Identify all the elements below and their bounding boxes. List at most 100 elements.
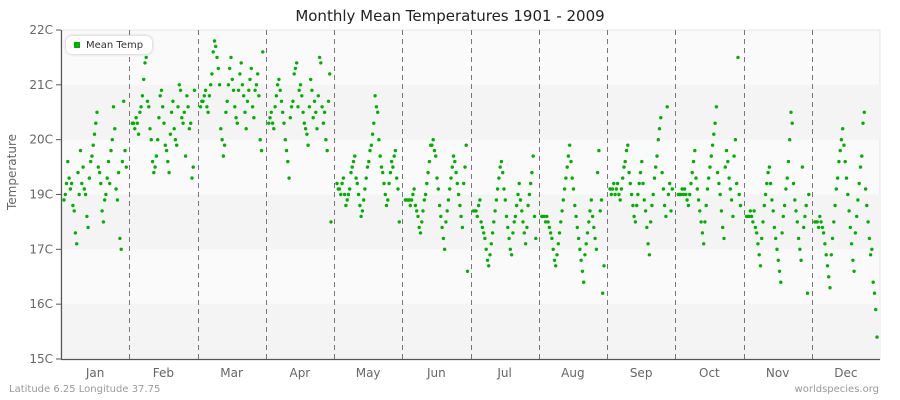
data-point: [849, 242, 854, 246]
data-point: [590, 214, 595, 219]
data-point: [682, 187, 687, 191]
data-point: [411, 192, 415, 197]
data-point: [325, 148, 329, 153]
data-point: [571, 187, 576, 191]
data-point: [511, 231, 515, 235]
data-point: [846, 192, 850, 197]
data-point: [91, 143, 95, 147]
data-point: [321, 121, 326, 125]
data-point: [140, 94, 145, 98]
data-point: [871, 280, 875, 284]
data-point: [875, 335, 879, 339]
data-point: [77, 192, 81, 197]
data-point: [504, 214, 509, 219]
data-point: [715, 170, 720, 175]
data-point: [455, 181, 459, 186]
data-point: [103, 198, 107, 202]
data-point: [821, 231, 826, 235]
data-point: [440, 225, 444, 230]
data-point: [748, 209, 752, 213]
data-point: [131, 121, 136, 125]
data-point: [101, 220, 106, 224]
data-point: [293, 66, 298, 71]
data-point: [608, 187, 612, 191]
data-point: [689, 181, 693, 186]
data-point: [824, 253, 828, 257]
data-point: [490, 231, 495, 235]
data-point: [585, 231, 590, 235]
data-point: [259, 148, 264, 153]
data-point: [372, 121, 376, 125]
data-point: [284, 148, 289, 153]
data-point: [499, 159, 504, 164]
data-point: [828, 286, 832, 290]
data-point: [844, 176, 849, 180]
data-point: [301, 110, 305, 115]
data-point: [729, 198, 734, 202]
data-point: [493, 209, 497, 213]
data-point: [85, 214, 89, 219]
data-point: [242, 94, 246, 98]
source-caption: worldspecies.org: [794, 384, 879, 395]
data-point: [579, 258, 583, 262]
data-point: [516, 192, 520, 197]
x-tick-label: Apr: [289, 366, 310, 380]
x-tick-label: Nov: [766, 366, 789, 380]
data-point: [710, 143, 715, 147]
data-point: [480, 225, 485, 230]
data-point: [143, 61, 147, 65]
data-point: [615, 181, 620, 186]
data-point: [353, 154, 357, 158]
data-point: [560, 209, 564, 213]
data-point: [753, 225, 758, 230]
data-point: [448, 187, 452, 191]
data-point: [838, 148, 842, 153]
data-point: [775, 247, 779, 251]
data-point: [794, 209, 798, 213]
data-point: [181, 121, 185, 125]
data-point: [704, 203, 708, 208]
data-point: [771, 209, 775, 213]
data-point: [502, 187, 506, 191]
data-point: [391, 165, 395, 169]
data-point: [86, 225, 90, 230]
data-point: [867, 236, 872, 241]
data-point: [574, 214, 578, 219]
data-point: [413, 203, 418, 208]
data-point: [758, 264, 763, 268]
data-point: [138, 110, 142, 115]
data-point: [860, 154, 864, 158]
y-axis-label: Temperature: [5, 133, 19, 210]
data-point: [863, 187, 868, 191]
data-point: [855, 214, 859, 219]
data-point: [593, 236, 597, 241]
axes: [60, 30, 880, 361]
data-point: [236, 88, 241, 93]
data-point: [847, 209, 851, 213]
data-point: [243, 110, 247, 115]
data-point: [337, 187, 342, 191]
data-point: [458, 203, 462, 208]
data-point: [784, 187, 788, 191]
data-point: [161, 105, 165, 109]
data-point: [123, 148, 127, 153]
data-point: [587, 220, 591, 224]
data-point: [852, 269, 856, 273]
data-point: [476, 203, 481, 208]
data-point: [168, 132, 173, 136]
data-point: [198, 105, 203, 109]
data-point: [570, 176, 574, 180]
data-point: [106, 159, 111, 164]
data-point: [250, 105, 255, 109]
data-point: [552, 258, 557, 262]
data-point: [431, 138, 435, 142]
data-point: [296, 105, 300, 109]
data-point: [87, 176, 92, 180]
data-point: [176, 105, 180, 109]
data-point: [776, 258, 780, 262]
data-point: [693, 148, 697, 153]
data-point: [647, 253, 652, 257]
data-point: [777, 269, 782, 273]
data-point: [702, 242, 706, 246]
data-point: [569, 159, 573, 164]
